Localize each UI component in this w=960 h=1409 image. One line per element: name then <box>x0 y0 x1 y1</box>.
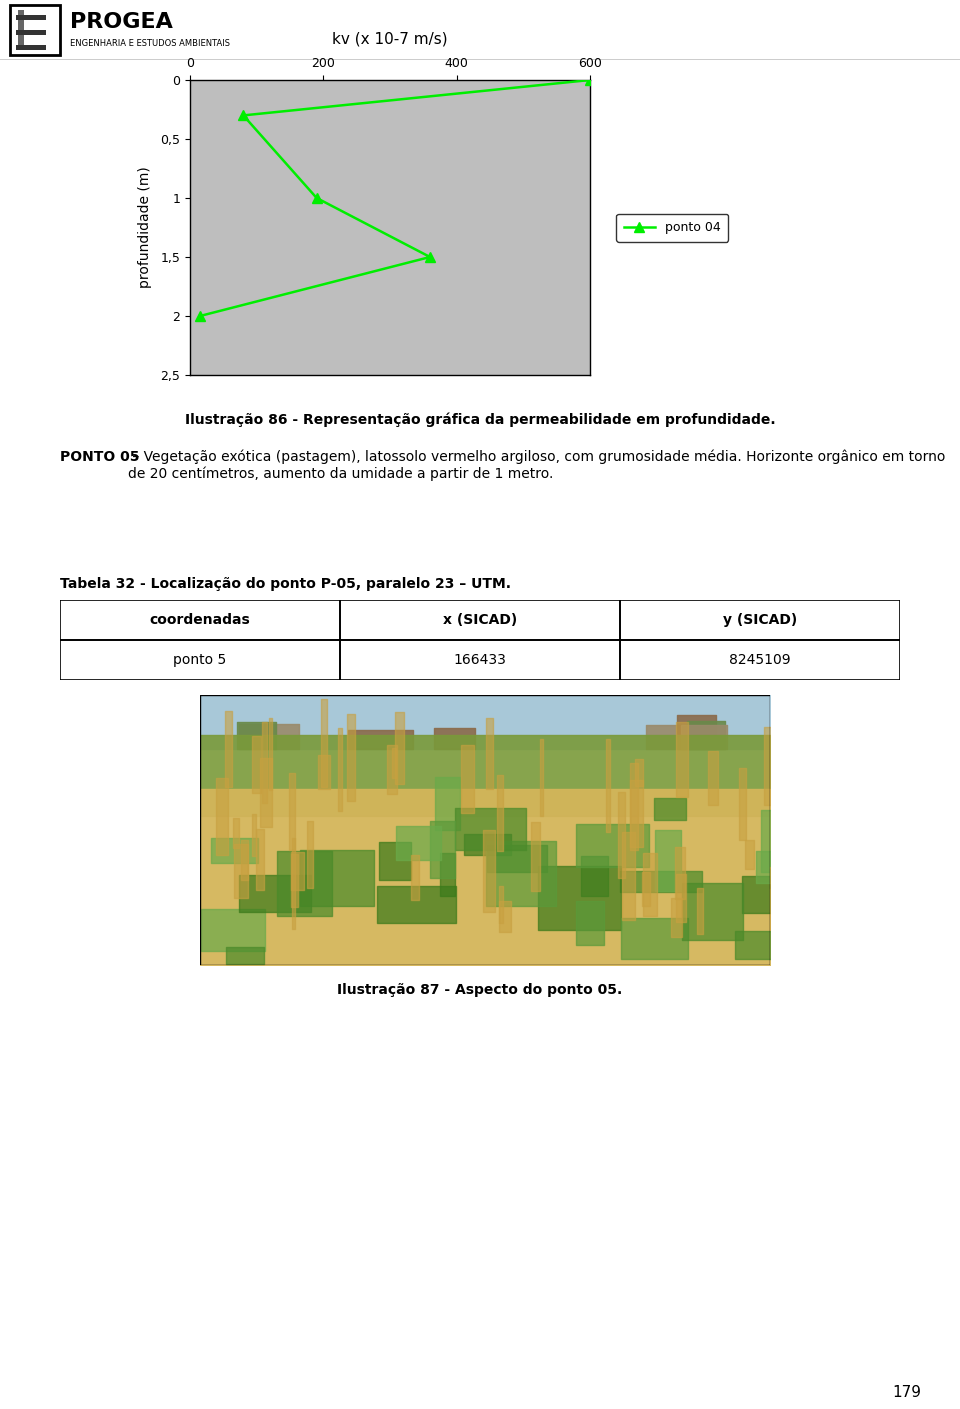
Text: PONTO 05: PONTO 05 <box>60 449 139 464</box>
Text: – Vegetação exótica (pastagem), latossolo vermelho argiloso, com grumosidade méd: – Vegetação exótica (pastagem), latossol… <box>128 449 946 482</box>
Text: ponto 5: ponto 5 <box>174 652 227 666</box>
Text: 179: 179 <box>893 1385 922 1401</box>
Bar <box>10 6 60 55</box>
Text: Ilustração 87 - Aspecto do ponto 05.: Ilustração 87 - Aspecto do ponto 05. <box>337 983 623 998</box>
Bar <box>16 30 46 35</box>
Text: y (SICAD): y (SICAD) <box>723 613 797 627</box>
Bar <box>18 10 24 49</box>
Title: kv (x 10-7 m/s): kv (x 10-7 m/s) <box>332 31 447 46</box>
Bar <box>16 15 46 20</box>
Text: 166433: 166433 <box>453 652 507 666</box>
Text: PROGEA: PROGEA <box>70 13 173 32</box>
Legend: ponto 04: ponto 04 <box>616 214 729 241</box>
Bar <box>16 45 46 49</box>
Y-axis label: profundidade (m): profundidade (m) <box>138 166 152 289</box>
Text: 8245109: 8245109 <box>730 652 791 666</box>
Text: ENGENHARIA E ESTUDOS AMBIENTAIS: ENGENHARIA E ESTUDOS AMBIENTAIS <box>70 39 230 48</box>
Text: coordenadas: coordenadas <box>150 613 251 627</box>
Text: Tabela 32 - Localização do ponto P-05, paralelo 23 – UTM.: Tabela 32 - Localização do ponto P-05, p… <box>60 578 511 590</box>
Text: Ilustração 86 - Representação gráfica da permeabilidade em profundidade.: Ilustração 86 - Representação gráfica da… <box>184 413 776 427</box>
Text: x (SICAD): x (SICAD) <box>443 613 517 627</box>
